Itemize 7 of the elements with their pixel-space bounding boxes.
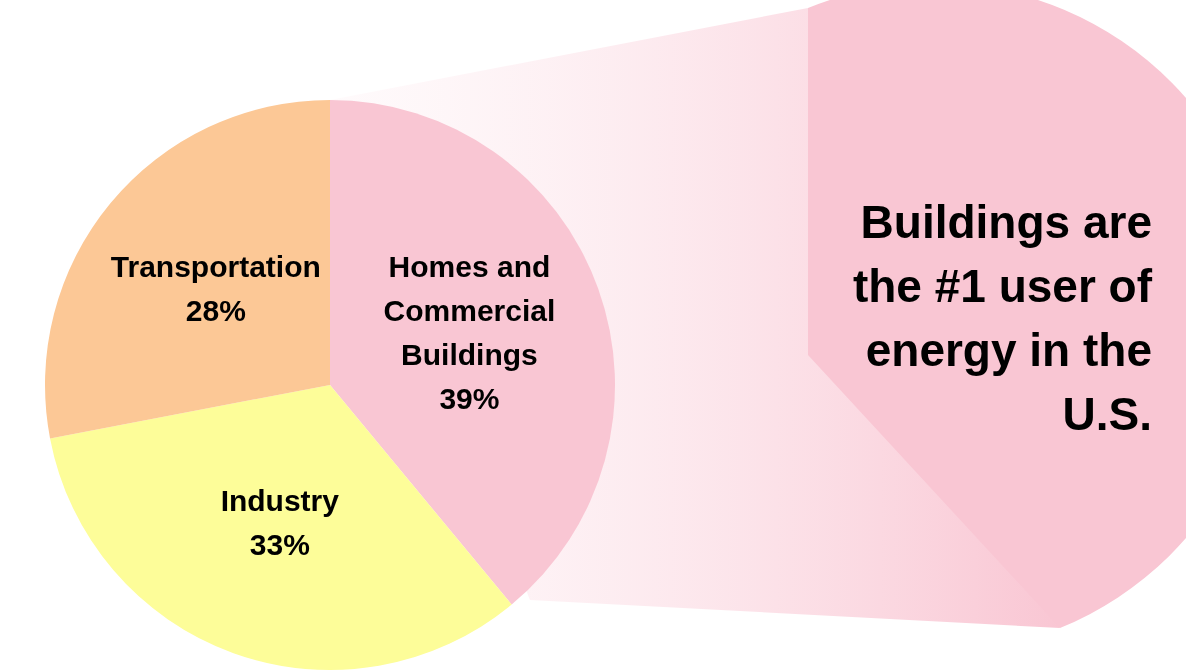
data-label: 28% xyxy=(185,293,246,327)
data-label: 33% xyxy=(249,527,310,561)
slice-label: Homes and Commercial Buildings xyxy=(383,250,556,372)
slice-label: Industry xyxy=(220,483,340,517)
slice-label: Transportation xyxy=(110,249,321,283)
text: Buildings are the #1 user of energy in the U.S. xyxy=(851,195,1152,442)
data-label: 39% xyxy=(439,382,500,416)
